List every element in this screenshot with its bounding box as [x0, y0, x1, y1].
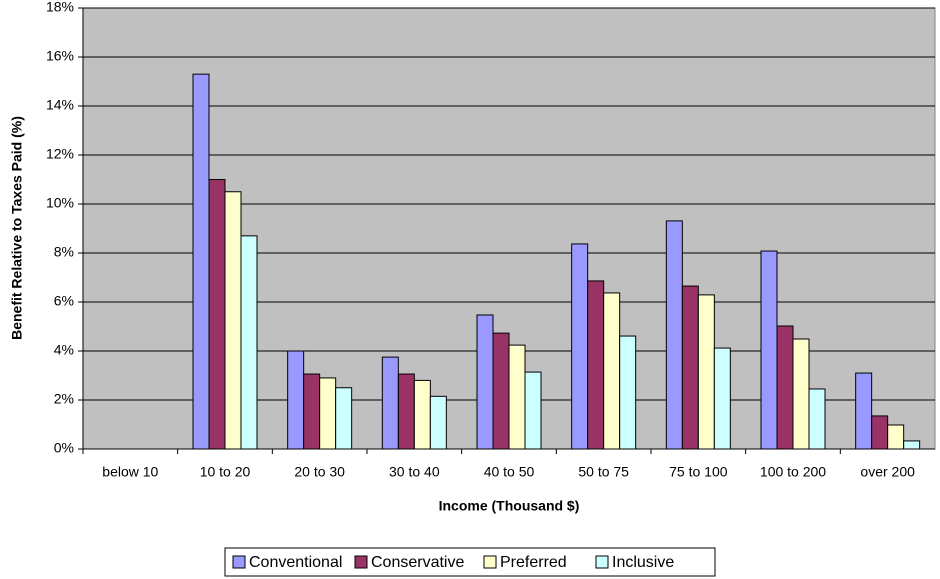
bar	[571, 243, 589, 450]
bar	[871, 415, 889, 450]
bar	[508, 344, 526, 450]
y-tick-label: 12%	[46, 146, 74, 162]
y-tick-label: 4%	[54, 342, 74, 358]
bar	[524, 371, 542, 450]
bar	[208, 179, 226, 450]
bar	[335, 387, 353, 450]
bar	[224, 191, 242, 450]
legend-swatch	[232, 555, 246, 569]
x-tick-label: 40 to 50	[484, 464, 535, 480]
bar	[903, 440, 921, 450]
bar	[603, 292, 621, 450]
y-tick-label: 2%	[54, 391, 74, 407]
bar	[619, 335, 637, 450]
x-axis-title: Income (Thousand $)	[439, 498, 580, 514]
y-tick-label: 18%	[46, 0, 74, 15]
x-tick-label: 20 to 30	[294, 464, 345, 480]
bar	[697, 294, 715, 450]
x-tick-label: 30 to 40	[389, 464, 440, 480]
bar	[760, 250, 778, 450]
x-tick-label: 50 to 75	[578, 464, 629, 480]
legend-swatch	[595, 555, 609, 569]
y-tick-label: 14%	[46, 97, 74, 113]
y-tick-label: 8%	[54, 244, 74, 260]
y-tick-label: 0%	[54, 440, 74, 456]
x-tick-label: 10 to 20	[200, 464, 251, 480]
bar	[587, 280, 605, 450]
bar	[303, 373, 321, 450]
bar	[776, 325, 794, 450]
bar	[413, 379, 431, 450]
bar	[887, 424, 905, 450]
bar	[492, 332, 510, 450]
bar	[476, 314, 494, 450]
bar	[319, 377, 337, 450]
bar	[240, 235, 258, 450]
y-tick-label: 16%	[46, 48, 74, 64]
bar	[381, 356, 399, 450]
bar	[287, 350, 305, 450]
y-axis-title: Benefit Relative to Taxes Paid (%)	[9, 116, 25, 340]
bar	[808, 388, 826, 450]
y-tick-label: 6%	[54, 293, 74, 309]
bar	[713, 347, 731, 450]
bar	[792, 338, 810, 450]
bar	[681, 285, 699, 450]
legend-label: Inclusive	[612, 554, 674, 571]
x-tick-label: below 10	[102, 464, 158, 480]
bar	[855, 372, 873, 450]
bar	[192, 73, 210, 450]
x-tick-label: 100 to 200	[760, 464, 826, 480]
legend-label: Conventional	[249, 554, 342, 571]
y-tick-label: 10%	[46, 195, 74, 211]
legend	[224, 547, 716, 577]
bar	[429, 395, 447, 450]
legend-label: Conservative	[371, 554, 464, 571]
legend-swatch	[354, 555, 368, 569]
x-tick-label: 75 to 100	[669, 464, 728, 480]
legend-label: Preferred	[500, 554, 567, 571]
bar	[665, 220, 683, 450]
x-tick-label: over 200	[860, 464, 915, 480]
legend-swatch	[483, 555, 497, 569]
bar	[397, 373, 415, 450]
